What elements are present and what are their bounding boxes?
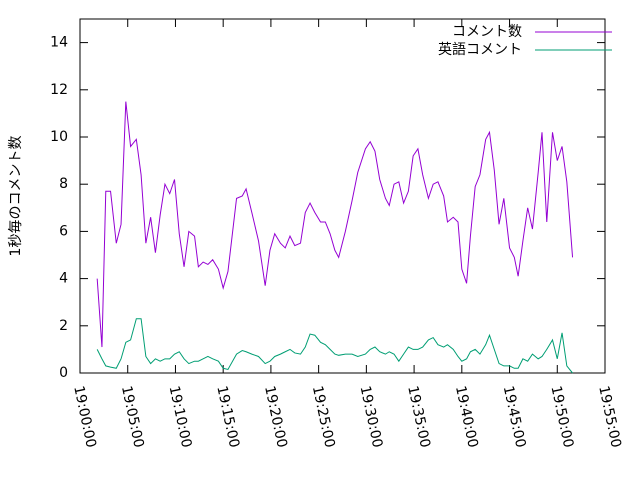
legend-label: 英語コメント [438,41,522,58]
x-tick-label: 19:15:00 [213,384,242,449]
y-tick-label: 14 [50,35,68,51]
series-line [96,318,573,374]
x-tick-label: 19:55:00 [595,384,624,449]
x-tick-label: 19:50:00 [547,384,576,449]
x-tick-label: 19:05:00 [118,384,147,449]
y-tick-label: 6 [59,223,68,239]
y-axis-label: 1秒毎のコメント数 [8,136,24,257]
x-tick-label: 19:10:00 [166,384,195,449]
y-tick-label: 8 [59,176,68,192]
x-tick-label: 19:25:00 [309,384,338,449]
x-tick-label: 19:30:00 [357,384,386,449]
x-tick-label: 19:40:00 [452,384,481,449]
x-tick-label: 19:20:00 [261,384,290,449]
x-tick-label: 19:35:00 [404,384,433,449]
series-line [96,101,574,348]
y-tick-label: 2 [59,318,68,334]
legend-label: コメント数 [452,24,522,40]
x-tick-label: 19:00:00 [70,384,99,449]
y-tick-label: 10 [50,129,68,145]
y-tick-label: 4 [59,271,68,287]
x-tick-label: 19:45:00 [500,384,529,449]
y-tick-label: 12 [50,82,68,98]
y-tick-label: 0 [59,365,68,381]
plot-frame [79,18,606,374]
